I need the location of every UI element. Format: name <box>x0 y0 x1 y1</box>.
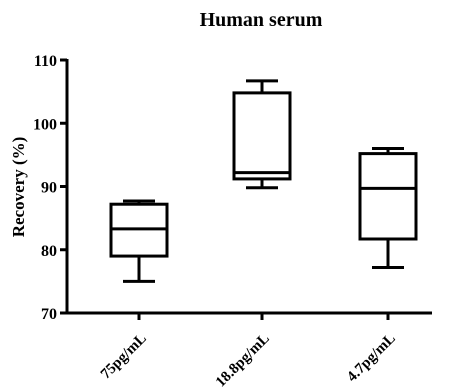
box-4.7pg/mL <box>358 147 418 269</box>
y-tick-label: 80 <box>41 243 57 260</box>
x-tick-labels: 75pg/mL 18.8pg/mL 4.7pg/mL <box>98 331 399 391</box>
box-75pg/mL <box>109 199 169 283</box>
iqr-box <box>358 152 418 241</box>
box-series <box>109 79 418 283</box>
chart-title: Human serum <box>200 9 323 31</box>
y-tick-label: 110 <box>34 53 57 70</box>
iqr-box <box>232 91 292 181</box>
y-tick-label: 70 <box>41 306 57 323</box>
x-tick-label: 75pg/mL <box>98 331 150 383</box>
x-tick-label: 18.8pg/mL <box>213 331 273 391</box>
y-tick-label: 100 <box>33 116 57 133</box>
axes: 70 80 90 100 110 <box>33 53 432 323</box>
y-axis-label: Recovery (%) <box>9 137 28 238</box>
box-18.8pg/mL <box>232 79 292 190</box>
y-tick-label: 90 <box>41 180 57 197</box>
x-tick-label: 4.7pg/mL <box>344 331 399 386</box>
